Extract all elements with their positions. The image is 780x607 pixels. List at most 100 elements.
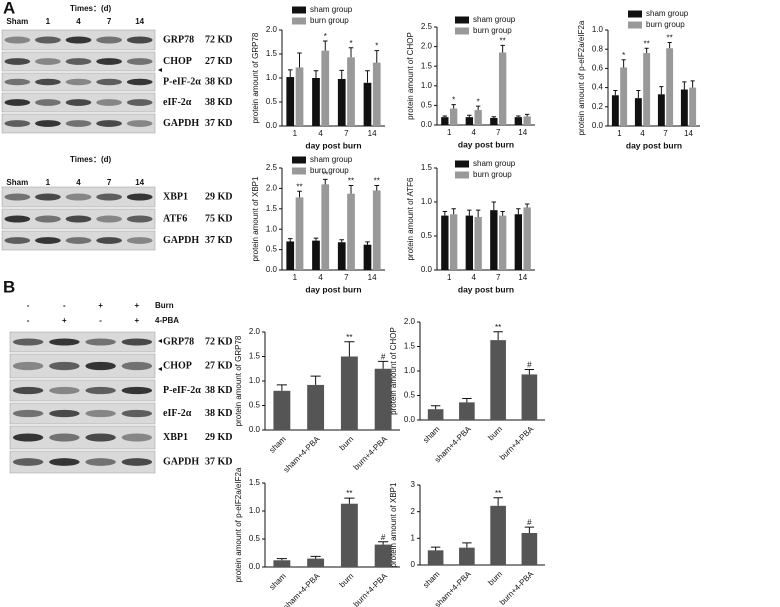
bar: [620, 67, 628, 126]
bar: [689, 87, 697, 126]
error-bar: [287, 238, 293, 242]
legend-label: sham group: [310, 155, 353, 164]
significance-label: **: [346, 333, 352, 342]
legend-label: sham group: [473, 159, 516, 168]
blot-band: [12, 361, 44, 371]
significance-label: **: [348, 177, 354, 186]
y-tick-label: 0.2: [592, 102, 604, 111]
x-tick-label: 7: [344, 129, 349, 138]
error-bar: [365, 70, 370, 83]
significance-label: **: [644, 39, 650, 48]
blot-band: [121, 433, 153, 442]
y-tick-label: 1: [411, 533, 416, 542]
significance-label: **: [374, 177, 380, 186]
x-tick-label: sham+4-PBA: [282, 434, 322, 474]
x-tick-label: 14: [368, 129, 377, 138]
error-bar: [322, 40, 328, 51]
error-bar: [690, 80, 695, 88]
error-bar: [451, 208, 456, 215]
y-tick-label: 0.0: [266, 265, 278, 274]
y-tick-label: 1.0: [421, 81, 433, 90]
error-bar: [516, 208, 521, 215]
error-bar: [475, 209, 481, 217]
blot-strip: [1, 72, 156, 92]
y-tick-label: 0.5: [249, 401, 261, 410]
significance-label: *: [622, 51, 625, 60]
y-tick-label: 0.6: [592, 64, 604, 73]
y-axis-label: protein amount of ATF6: [406, 177, 415, 261]
error-bar: [339, 69, 345, 79]
kd-label: 29 KD: [205, 191, 233, 202]
blot-band: [49, 458, 80, 466]
times-label: Times：(d): [70, 4, 112, 13]
blot-band: [35, 237, 61, 244]
bar: [498, 215, 507, 270]
error-bar: [344, 341, 355, 357]
y-tick-label: 1.0: [266, 73, 278, 82]
blot-band: [65, 99, 92, 106]
y-tick-label: 0.0: [404, 415, 416, 424]
x-tick-label: 1: [617, 129, 622, 138]
blot-band: [96, 58, 122, 65]
x-tick-label: sham: [268, 434, 288, 454]
bar: [521, 374, 538, 420]
lane-label: 7: [107, 17, 112, 26]
error-bar: [451, 104, 456, 109]
x-axis-label: day post burn: [458, 139, 514, 149]
bar: [372, 62, 381, 126]
blot-strip: [9, 379, 156, 402]
protein-label: eIF-2α: [163, 408, 192, 419]
error-bar: [636, 89, 641, 99]
blot-band: [96, 237, 122, 244]
protein-label: XBP1: [163, 432, 188, 443]
error-bar: [516, 115, 521, 118]
y-axis-label: protein amount of GRP78: [251, 32, 260, 123]
error-bar: [500, 211, 505, 216]
blot-band: [4, 99, 31, 106]
y-tick-label: 1.0: [592, 25, 604, 34]
condition-sign: +: [135, 316, 140, 325]
y-tick-label: 1.5: [421, 61, 433, 70]
significance-label: #: [527, 518, 532, 527]
lane-label: 14: [135, 178, 144, 187]
y-tick-label: 2.0: [266, 184, 278, 193]
kd-label: 75 KD: [205, 213, 233, 224]
error-bar: [348, 47, 354, 58]
error-bar: [378, 360, 389, 369]
protein-label: ATF6: [163, 213, 187, 224]
significance-label: #: [381, 353, 386, 362]
bar: [441, 117, 449, 125]
x-tick-label: burn: [486, 425, 504, 443]
protein-label: GRP78: [163, 34, 194, 45]
significance-label: **: [322, 171, 328, 180]
condition-sign: +: [62, 316, 67, 325]
blot-strip: [9, 402, 156, 425]
y-axis-label: protein amount of CHOP: [406, 32, 415, 120]
blot-strip: [9, 331, 156, 353]
protein-label: XBP1: [163, 191, 188, 202]
protein-label: GAPDH: [163, 235, 199, 246]
error-bar: [524, 203, 530, 208]
blot-band: [65, 36, 92, 44]
legend-swatch: [455, 16, 469, 24]
y-tick-label: 1.5: [249, 478, 261, 487]
x-tick-label: 4: [472, 128, 477, 137]
y-tick-label: 2.0: [404, 317, 416, 326]
significance-label: *: [375, 42, 378, 51]
blot-strip: [9, 425, 156, 450]
error-bar: [378, 541, 389, 545]
bar: [427, 409, 444, 420]
error-bar: [467, 209, 472, 216]
lane-label: 14: [135, 17, 144, 26]
blot-band: [4, 120, 31, 127]
kd-label: 27 KD: [205, 56, 233, 67]
blot-band: [85, 409, 116, 418]
blot-band: [121, 409, 153, 418]
y-tick-label: 2.0: [249, 327, 261, 336]
y-tick-label: 0.4: [592, 83, 604, 92]
blot-band: [4, 36, 31, 44]
panel-label: A: [3, 0, 15, 17]
y-tick-label: 0.5: [421, 101, 433, 110]
bar: [459, 547, 475, 565]
legend-swatch: [292, 156, 306, 164]
